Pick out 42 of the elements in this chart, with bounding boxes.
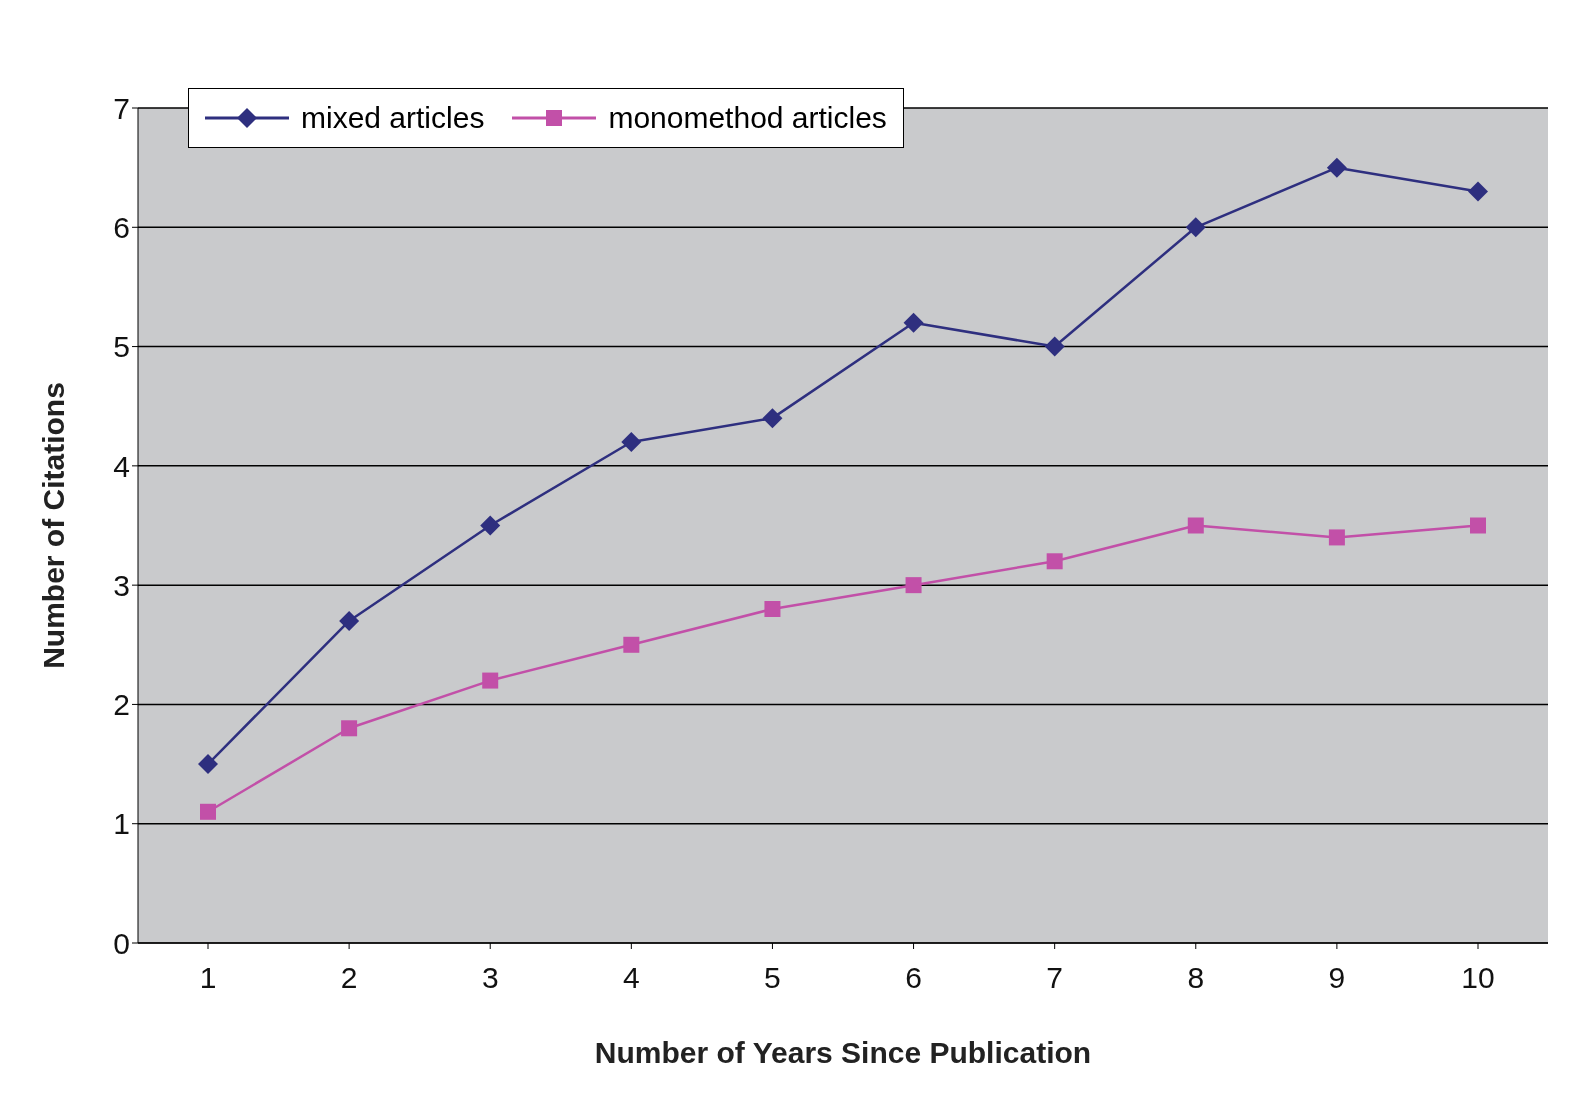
legend-label: mixed articles (300, 101, 485, 135)
x-tick-label: 3 (481, 961, 499, 995)
legend-label: monomethod articles (607, 101, 887, 135)
point (621, 432, 642, 452)
point (480, 515, 501, 536)
point (1468, 181, 1488, 202)
point (198, 754, 218, 775)
point (1326, 157, 1347, 178)
x-tick-label: 8 (1187, 961, 1205, 995)
y-tick-label: 1 (113, 807, 130, 841)
y-tick-label: 7 (113, 91, 130, 125)
point (903, 312, 924, 333)
point (762, 408, 783, 429)
x-axis-title: Number of Years Since Publication (594, 1036, 1092, 1069)
x-tick-label: 2 (340, 961, 358, 995)
point (1187, 517, 1204, 534)
point (1328, 529, 1345, 546)
x-tick-label: 10 (1461, 961, 1495, 995)
y-tick-label: 4 (113, 449, 130, 483)
point (905, 577, 922, 594)
point (623, 636, 640, 653)
y-tick-label: 2 (113, 688, 130, 722)
point (482, 672, 499, 689)
x-tick-label: 6 (905, 961, 922, 995)
y-axis-title: Number of Citations (36, 382, 70, 669)
point (341, 720, 358, 737)
point (1185, 217, 1206, 238)
point (1046, 553, 1063, 570)
point (1044, 336, 1065, 357)
y-tick-label: 0 (113, 926, 130, 960)
x-tick-label: 7 (1046, 961, 1064, 995)
y-tick-label: 6 (113, 210, 130, 244)
point (764, 601, 781, 617)
x-tick-label: 5 (764, 961, 781, 995)
y-tick-label: 5 (113, 330, 130, 364)
x-tick-label: 4 (622, 961, 640, 995)
point (200, 803, 216, 820)
y-tick-label: 3 (113, 568, 130, 602)
point (1470, 517, 1486, 534)
x-tick-label: 9 (1328, 961, 1346, 995)
x-tick-label: 1 (199, 961, 217, 995)
point (339, 610, 360, 631)
